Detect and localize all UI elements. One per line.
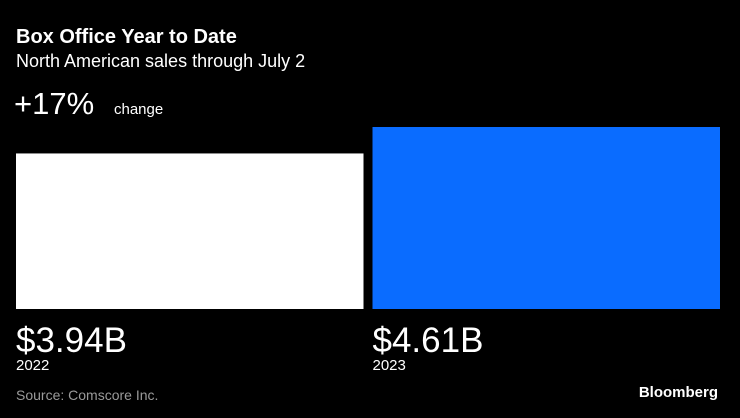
bar — [372, 127, 720, 309]
change-value: +17% — [14, 86, 94, 121]
chart-subtitle: North American sales through July 2 — [16, 51, 305, 71]
change-label: change — [114, 101, 163, 118]
source: Source: Comscore Inc. — [16, 387, 158, 403]
brand: Bloomberg — [639, 384, 718, 401]
bar — [16, 153, 364, 309]
value-label: $4.61B — [373, 321, 484, 360]
category-label: 2023 — [373, 357, 406, 374]
value-label: $3.94B — [16, 321, 127, 360]
category-label: 2022 — [16, 357, 49, 374]
chart-title: Box Office Year to Date — [16, 26, 237, 48]
